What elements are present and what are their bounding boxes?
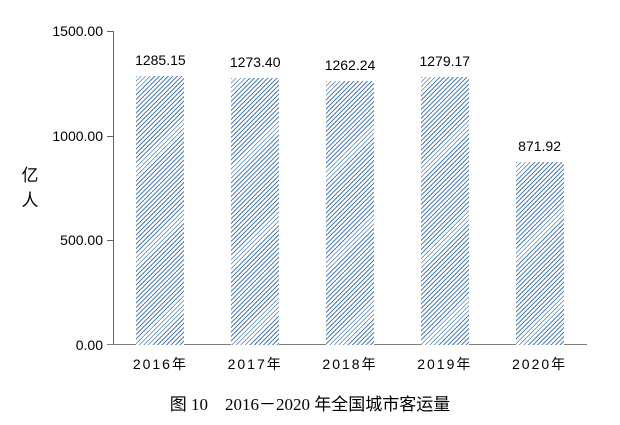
bar-1	[231, 78, 280, 345]
bar-value-label-1: 1273.40	[229, 54, 281, 70]
bar-value-label-0: 1285.15	[135, 52, 186, 68]
y-tick-label-1000: 1000.00	[52, 128, 103, 144]
x-axis-label-3: 2019年	[417, 356, 473, 372]
y-axis-line	[113, 31, 114, 345]
x-axis-label-1: 2017年	[227, 356, 283, 372]
bar-value-label-2: 1262.24	[324, 57, 376, 73]
bar-0	[136, 76, 185, 345]
y-axis-title: 亿人	[21, 166, 39, 210]
bar-3	[420, 77, 469, 345]
bar-2	[326, 81, 374, 345]
x-axis-label-0: 2016年	[132, 356, 188, 372]
y-tick-mark-1500	[107, 31, 113, 32]
bar-4	[515, 162, 564, 345]
y-tick-label-500: 500.00	[60, 232, 103, 248]
y-tick-mark-500	[107, 240, 113, 241]
figure-caption: 图 10 2016－2020 年全国城市客运量	[169, 395, 451, 414]
y-tick-mark-1000	[107, 136, 113, 137]
x-axis-label-4: 2020年	[512, 356, 568, 372]
y-tick-label-1500: 1500.00	[52, 23, 103, 39]
bar-value-label-3: 1279.17	[419, 53, 471, 69]
x-axis-label-2: 2018年	[322, 356, 378, 372]
bar-value-label-4: 871.92	[518, 138, 561, 154]
y-tick-label-0: 0.00	[75, 337, 103, 353]
